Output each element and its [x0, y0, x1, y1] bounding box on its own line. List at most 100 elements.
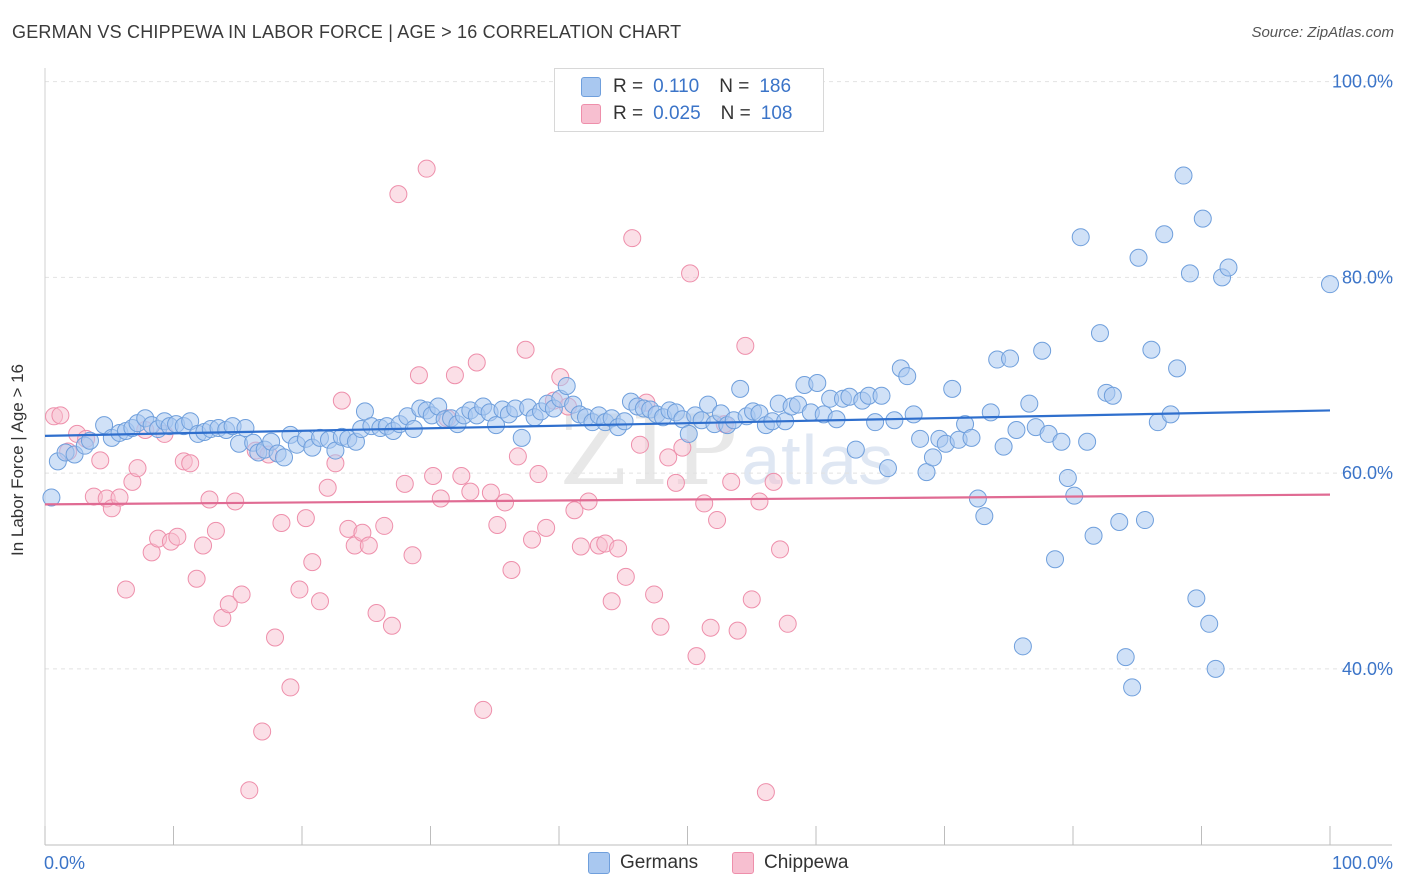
germans-point: [1206, 659, 1225, 678]
legend-item-chippewa: Chippewa: [732, 852, 849, 874]
chippewa-point: [110, 488, 129, 507]
germans-point: [42, 488, 61, 507]
germans-point: [1046, 550, 1065, 569]
germans-point: [1013, 637, 1032, 656]
chippewa-point: [778, 614, 797, 633]
chippewa-point: [695, 494, 714, 513]
germans-point: [679, 424, 698, 443]
chippewa-point: [367, 604, 386, 623]
germans-point: [1135, 511, 1154, 530]
chart-title: GERMAN VS CHIPPEWA IN LABOR FORCE | AGE …: [12, 22, 682, 42]
x-tick-label: 100.0%: [1332, 853, 1393, 873]
chippewa-point: [226, 492, 245, 511]
germans-point: [866, 413, 885, 432]
chippewa-point: [681, 264, 700, 283]
chippewa-point: [219, 595, 238, 614]
chippewa-point: [579, 492, 598, 511]
chippewa-point: [194, 536, 213, 555]
chippewa-point: [516, 340, 535, 359]
chippewa-point: [253, 722, 272, 741]
chippewa-point: [91, 451, 110, 470]
legend-r-value: 0.025: [653, 103, 701, 124]
y-tick-label: 40.0%: [1342, 659, 1393, 679]
germans-point: [1155, 225, 1174, 244]
germans-point: [80, 431, 99, 450]
germans-point: [994, 437, 1013, 456]
chippewa-point: [303, 553, 322, 572]
chippewa-point: [659, 448, 678, 467]
germans-point: [898, 367, 917, 386]
germans-swatch: [581, 77, 601, 97]
germans-point: [557, 376, 576, 395]
chippewa-point: [481, 483, 500, 502]
legend: R = 0.110 N = 186 R = 0.025 N = 108: [554, 68, 824, 132]
source-label: Source: ZipAtlas.com: [1251, 24, 1394, 41]
legend-n-label: N =: [720, 103, 751, 124]
chippewa-point: [467, 353, 486, 372]
chippewa-point: [445, 366, 464, 385]
chippewa-point: [461, 482, 480, 501]
chippewa-point: [403, 546, 422, 565]
germans-point: [872, 386, 891, 405]
chippewa-point: [116, 580, 135, 599]
germans-point: [1033, 341, 1052, 360]
chippewa-point: [508, 447, 527, 466]
germans-point: [1116, 648, 1135, 667]
germans-point: [699, 395, 718, 414]
legend-label-chippewa: Chippewa: [764, 852, 849, 873]
chippewa-point: [645, 585, 664, 604]
germans-point: [1078, 432, 1097, 451]
y-tick-label: 60.0%: [1342, 463, 1393, 483]
x-tick-label: 0.0%: [44, 853, 85, 873]
chippewa-point: [266, 628, 285, 647]
germans-point: [487, 416, 506, 435]
legend-r-label: R =: [613, 103, 644, 124]
germans-point: [1052, 432, 1071, 451]
chippewa-point: [187, 569, 206, 588]
germans-point: [975, 507, 994, 526]
chippewa-point: [756, 783, 775, 802]
bottom-legend: Germans Chippewa: [0, 852, 1406, 878]
chippewa-point: [742, 590, 761, 609]
chippewa-point: [651, 617, 670, 636]
germans-point: [878, 459, 897, 478]
germans-point: [1187, 589, 1206, 608]
germans-point: [1020, 394, 1039, 413]
chippewa-point: [687, 647, 706, 666]
chippewa-point: [200, 490, 219, 509]
chippewa-point: [529, 465, 548, 484]
chippewa-point: [332, 391, 351, 410]
chippewa-point: [708, 511, 727, 530]
legend-label-germans: Germans: [620, 852, 699, 873]
germans-point: [1129, 248, 1148, 267]
germans-point: [1200, 614, 1219, 633]
germans-point: [731, 379, 750, 398]
chippewa-trend-line: [44, 493, 1331, 506]
trend-lines: [44, 409, 1331, 506]
germans-point: [1110, 513, 1129, 532]
chippewa-point: [128, 459, 147, 478]
germans-point: [615, 412, 634, 431]
chippewa-point: [701, 618, 720, 637]
legend-n-value: 186: [759, 76, 792, 97]
chippewa-point: [375, 516, 394, 535]
germans-point: [943, 379, 962, 398]
chippewa-point: [389, 185, 408, 204]
chippewa-point: [318, 478, 337, 497]
germans-point: [846, 440, 865, 459]
tick-labels: 40.0% 60.0% 80.0% 100.0% 0.0% 100.0%: [44, 72, 1393, 873]
chippewa-point: [281, 678, 300, 697]
legend-item-germans: Germans: [588, 852, 698, 874]
chippewa-point: [496, 493, 515, 512]
germans-point: [968, 489, 987, 508]
germans-trend-line: [44, 409, 1331, 437]
germans-point: [1174, 166, 1193, 185]
y-tick-label: 100.0%: [1332, 72, 1393, 92]
chippewa-point: [602, 592, 621, 611]
chippewa-point: [310, 592, 329, 611]
grid-lines: [45, 81, 1395, 670]
germans-point: [1084, 526, 1103, 545]
legend-n-value: 108: [760, 103, 793, 124]
chippewa-point: [728, 621, 747, 640]
germans-point: [923, 448, 942, 467]
